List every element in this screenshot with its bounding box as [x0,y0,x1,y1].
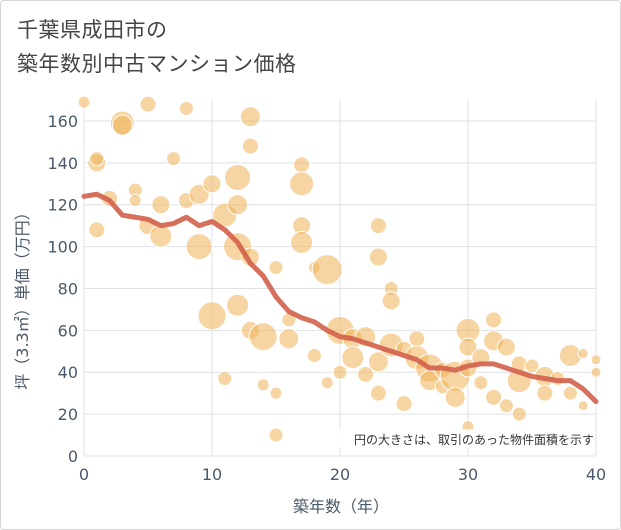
bubble-point [458,337,478,357]
bubble-point [289,171,315,197]
bubble-point [239,106,261,128]
y-tick-label: 40 [58,363,78,382]
bubble-point [88,221,106,239]
trend-line [81,191,599,405]
bubble-point [290,230,314,254]
bubble-point [202,174,222,194]
bubble-point [395,395,413,413]
y-tick-label: 140 [47,154,78,173]
bubble-point [485,388,503,406]
bubble-point [268,260,284,276]
bubble-point [128,194,142,208]
bubble-point [197,301,227,331]
y-tick-label: 0 [68,447,78,466]
bubble-point [332,364,348,380]
bubble-point [217,371,233,387]
y-tick-label: 160 [47,112,78,131]
bubble-point [369,384,387,402]
bubble-point [269,386,283,400]
x-tick-label: 20 [330,465,350,484]
bubble-point [577,400,589,412]
x-tick-label: 40 [586,465,606,484]
y-tick-label: 80 [58,279,78,298]
y-tick-label: 120 [47,196,78,215]
bubble-point [408,330,426,348]
bubble-point [111,114,133,136]
bubble-point [368,247,388,267]
bubble-point [278,328,300,350]
x-tick-label: 30 [458,465,478,484]
bubble-point [248,322,278,352]
bubble-point [166,151,182,167]
y-tick-label: 60 [58,321,78,340]
bubble-point [320,376,334,390]
chart-title-line1: 千葉県成田市の [17,18,168,42]
bubble-point [311,254,343,286]
bubble-point [178,100,194,116]
bubble-point [256,378,270,392]
y-tick-label: 100 [47,238,78,257]
tick-labels: 0 20 40 60 80 100 120 140 160 0 10 20 30 40 [47,112,606,484]
bubble-point [485,311,503,329]
bubble-point [77,95,91,109]
bubble-point [139,95,157,113]
x-tick-label: 10 [202,465,222,484]
chart-title-line2: 築年数別中古マンション価格 [17,52,297,76]
chart-title: 千葉県成田市の 築年数別中古マンション価格 [17,13,297,81]
bubble-point [268,427,284,443]
bubble-point [536,384,554,402]
bubble-point [306,347,322,363]
bubble-point [577,347,589,359]
bubble-point [473,375,489,391]
bubble-size-annotation: 円の大きさは、取引のあった物件面積を示す [354,432,594,447]
bubble-point [444,386,466,408]
y-axis-label: 坪（3.3㎡）単価（万円） [13,204,32,389]
annotation-background [318,429,594,448]
bubble-point [226,293,250,317]
bubble-point [227,194,249,216]
bubble-point [511,406,527,422]
bubble-point [381,291,401,311]
bubbles [77,95,602,443]
bubble-point [151,195,171,215]
bubble-point [357,365,375,383]
bubble-point [341,346,365,370]
bubble-point [496,337,516,357]
bubble-point [558,343,582,367]
bubble-point [89,151,105,167]
bubble-point [369,217,387,235]
x-axis-label: 築年数（年） [293,497,389,516]
bubble-point [185,233,213,261]
bubble-point [224,163,252,191]
bubble-point [562,385,578,401]
bubble-point [498,398,514,414]
trend-line-group [81,191,599,405]
x-tick-label: 0 [79,465,89,484]
bubble-point [367,351,389,373]
bubble-point [590,354,602,366]
bubble-point [293,156,311,174]
bubble-point [188,183,210,205]
bubble-point [149,224,173,248]
bubble-point [590,366,602,378]
y-tick-label: 20 [58,405,78,424]
bubble-point [524,358,540,374]
bubble-point [241,137,259,155]
